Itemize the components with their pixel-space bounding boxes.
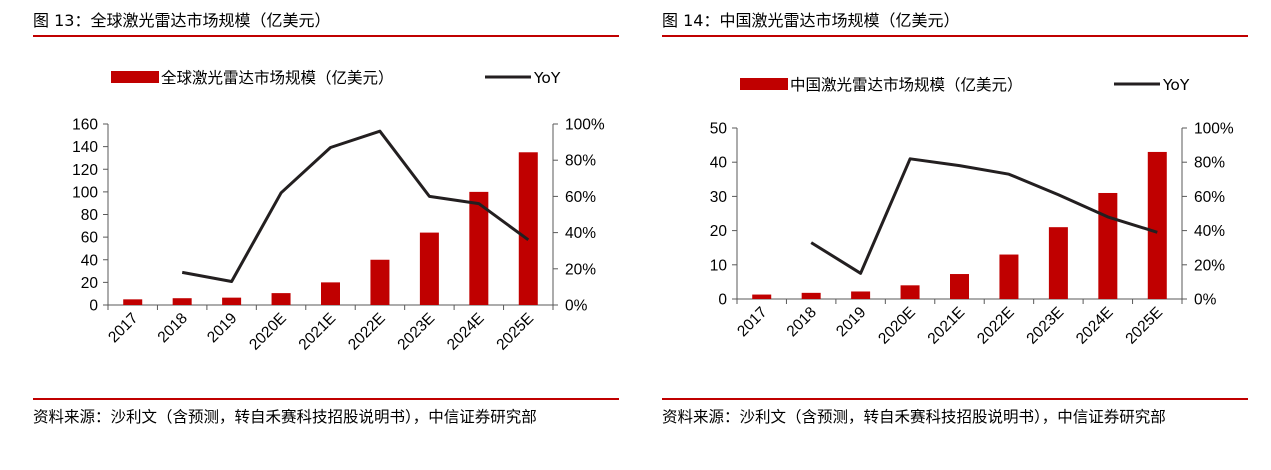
y2-tick-label: 60% — [1194, 189, 1225, 206]
legend-bar-label: 全球激光雷达市场规模（亿美元） — [161, 69, 394, 87]
bar — [172, 298, 192, 305]
legend-bar-swatch — [740, 78, 788, 90]
y-tick-label: 40 — [710, 155, 728, 172]
bar — [518, 152, 538, 305]
legend-bar-swatch — [111, 71, 159, 83]
bar — [752, 294, 772, 299]
y-tick-label: 140 — [72, 139, 98, 156]
yoy-line — [810, 157, 1158, 275]
x-tick-label: 2017 — [734, 304, 770, 340]
y-tick-label: 40 — [81, 252, 99, 269]
bar — [271, 293, 291, 305]
bar — [1098, 192, 1118, 299]
bar — [469, 191, 489, 305]
x-tick-label: 2018 — [784, 304, 820, 340]
y2-tick-label: 40% — [565, 225, 596, 242]
y2-tick-label: 100% — [565, 117, 605, 134]
y2-tick-label: 80% — [565, 153, 596, 170]
legend-line-label: YoY — [533, 69, 561, 87]
bar — [900, 285, 920, 299]
y-tick-label: 30 — [710, 189, 728, 206]
x-tick-label: 2018 — [155, 310, 191, 346]
bar — [1147, 151, 1167, 299]
y-tick-label: 20 — [81, 275, 99, 292]
x-tick-label: 2022E — [974, 304, 1018, 348]
x-tick-label: 2019 — [833, 304, 869, 340]
chart-panel-china: 图 14：中国激光雷达市场规模（亿美元） 中国激光雷达市场规模（亿美元） YoY 0… — [662, 0, 1248, 470]
bar — [1048, 227, 1068, 299]
x-tick-label: 2024E — [1073, 304, 1117, 348]
bar — [999, 254, 1019, 299]
x-tick-label: 2023E — [394, 310, 438, 354]
y-tick-label: 80 — [81, 207, 99, 224]
bar — [950, 274, 969, 299]
title-divider — [662, 35, 1248, 37]
figure-title: 图 14：中国激光雷达市场规模（亿美元） — [662, 11, 960, 30]
x-tick-label: 2025E — [1122, 304, 1166, 348]
bar — [851, 291, 871, 299]
chart-global-lidar-market: 全球激光雷达市场规模（亿美元） YoY 0 20 40 60 80 100 120 140 160 0… — [72, 69, 605, 354]
y-tick-label: 160 — [72, 117, 98, 134]
y-tick-label: 60 — [81, 230, 99, 247]
source-divider — [662, 398, 1248, 400]
x-tick-label: 2023E — [1023, 304, 1067, 348]
y-tick-label: 0 — [718, 292, 727, 309]
x-tick-label: 2022E — [345, 310, 389, 354]
x-tick-label: 2019 — [204, 310, 240, 346]
yoy-line — [181, 129, 530, 283]
x-tick-label: 2024E — [444, 310, 488, 354]
source-divider — [33, 398, 619, 400]
bar — [370, 259, 390, 305]
bar — [321, 282, 340, 305]
y-tick-label: 0 — [89, 298, 98, 315]
legend-line-label: YoY — [1162, 76, 1190, 94]
source-note: 资料来源：沙利文（含预测，转自禾赛科技招股说明书），中信证券研究部 — [33, 408, 537, 426]
y-tick-label: 100 — [72, 184, 98, 201]
x-tick-label: 2021E — [296, 310, 340, 354]
y2-tick-label: 100% — [1194, 121, 1234, 138]
y-tick-label: 20 — [710, 223, 728, 240]
bar — [123, 299, 143, 305]
y2-tick-label: 80% — [1194, 155, 1225, 172]
bar — [801, 292, 821, 299]
chart-china-lidar-market: 中国激光雷达市场规模（亿美元） YoY 0 10 20 30 40 50 0% 20% 40% 60%… — [710, 76, 1234, 348]
y2-tick-label: 60% — [565, 189, 596, 206]
chart-panel-global: 图 13：全球激光雷达市场规模（亿美元） 全球激光雷达市场规模（亿美元） YoY 0… — [33, 0, 619, 470]
bar — [222, 297, 242, 305]
x-tick-label: 2020E — [246, 310, 290, 354]
x-tick-label: 2017 — [105, 310, 141, 346]
figure-title: 图 13：全球激光雷达市场规模（亿美元） — [33, 11, 331, 30]
y2-tick-label: 0% — [1194, 292, 1217, 309]
y-tick-label: 50 — [710, 121, 728, 138]
y2-tick-label: 40% — [1194, 223, 1225, 240]
y2-tick-label: 20% — [1194, 257, 1225, 274]
source-note: 资料来源：沙利文（含预测，转自禾赛科技招股说明书），中信证券研究部 — [662, 408, 1166, 426]
y2-tick-label: 0% — [565, 298, 588, 315]
legend-bar-label: 中国激光雷达市场规模（亿美元） — [790, 76, 1023, 94]
y-tick-label: 120 — [72, 162, 98, 179]
y2-tick-label: 20% — [565, 261, 596, 278]
x-tick-label: 2020E — [875, 304, 919, 348]
title-divider — [33, 35, 619, 37]
bar — [419, 232, 439, 305]
x-tick-label: 2025E — [493, 310, 537, 354]
y-tick-label: 10 — [710, 257, 728, 274]
x-tick-label: 2021E — [925, 304, 969, 348]
